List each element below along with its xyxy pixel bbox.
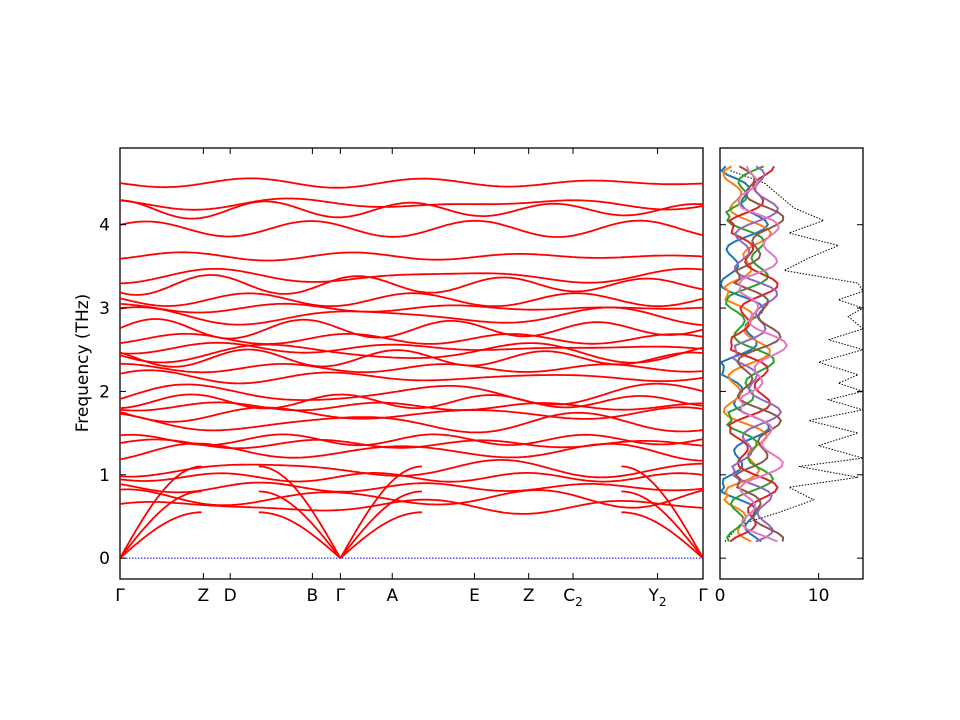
- path-label: A: [386, 586, 398, 606]
- dos-x-ticks: 0 10: [715, 573, 830, 606]
- band-line: [119, 219, 704, 238]
- dos-x-tick-label: 0: [715, 586, 726, 606]
- path-label: Γ: [698, 586, 708, 606]
- path-label: Y2: [648, 586, 667, 609]
- band-line: [119, 348, 704, 368]
- y-axis-ticks: 0 1 2 3 4: [99, 216, 126, 569]
- y-tick-label: 0: [99, 549, 110, 569]
- band-line: [119, 369, 704, 385]
- pdos-line: [724, 165, 775, 542]
- y-tick-label: 1: [99, 466, 110, 486]
- band-line: [119, 292, 704, 308]
- path-label: Γ: [115, 586, 125, 606]
- y-tick-label: 4: [99, 216, 110, 236]
- band-line: [119, 197, 704, 211]
- acoustic-branch: [339, 490, 422, 559]
- band-line: [119, 341, 704, 355]
- acoustic-branch: [119, 490, 202, 559]
- band-line: [119, 481, 704, 494]
- acoustic-branch: [258, 465, 342, 559]
- band-line: [120, 267, 704, 285]
- path-label: E: [469, 586, 480, 606]
- band-line: [119, 318, 704, 340]
- band-line: [119, 274, 704, 296]
- band-line: [119, 177, 704, 189]
- acoustic-branch: [258, 511, 341, 559]
- band-line: [119, 459, 703, 479]
- band-line: [119, 306, 704, 326]
- acoustic-branch: [258, 490, 342, 559]
- band-line: [119, 401, 703, 412]
- path-label: D: [224, 586, 237, 606]
- acoustic-branch: [119, 511, 202, 559]
- acoustic-branch: [621, 465, 704, 559]
- acoustic-branch: [119, 465, 202, 559]
- acoustic-branch: [621, 511, 704, 559]
- band-line: [119, 411, 704, 434]
- pdos-line: [727, 165, 779, 543]
- band-line: [119, 433, 704, 447]
- band-line: [119, 382, 704, 406]
- band-line: [119, 438, 704, 450]
- band-line: [119, 488, 704, 509]
- total-dos-line: [724, 170, 865, 542]
- path-label: B: [307, 586, 319, 606]
- band-lines: [119, 177, 704, 559]
- y-tick-label: 2: [99, 382, 110, 402]
- dos-plot: 0 10: [715, 147, 865, 606]
- band-line: [119, 406, 704, 423]
- path-label: Z: [198, 586, 210, 606]
- y-tick-label: 3: [99, 299, 110, 319]
- acoustic-branch: [621, 490, 704, 559]
- pdos-line: [730, 165, 783, 543]
- band-line: [119, 302, 704, 314]
- path-label: Z: [523, 586, 535, 606]
- path-label: C2: [563, 586, 583, 609]
- y-axis-label: Frequency (THz): [73, 294, 93, 433]
- dos-x-tick-label: 10: [808, 586, 830, 606]
- acoustic-branch: [339, 511, 422, 559]
- path-label: Γ: [336, 586, 346, 606]
- pdos-line: [732, 165, 785, 542]
- pdos-line: [737, 165, 789, 543]
- dos-y-ticks: [720, 224, 863, 559]
- band-line: [119, 251, 704, 262]
- band-line: [119, 472, 704, 483]
- dos-lines: [719, 165, 865, 543]
- band-line: [119, 199, 704, 220]
- band-line: [119, 342, 704, 364]
- dos-plot-frame: [719, 147, 864, 580]
- band-line: [119, 393, 704, 410]
- acoustic-branch: [339, 465, 422, 559]
